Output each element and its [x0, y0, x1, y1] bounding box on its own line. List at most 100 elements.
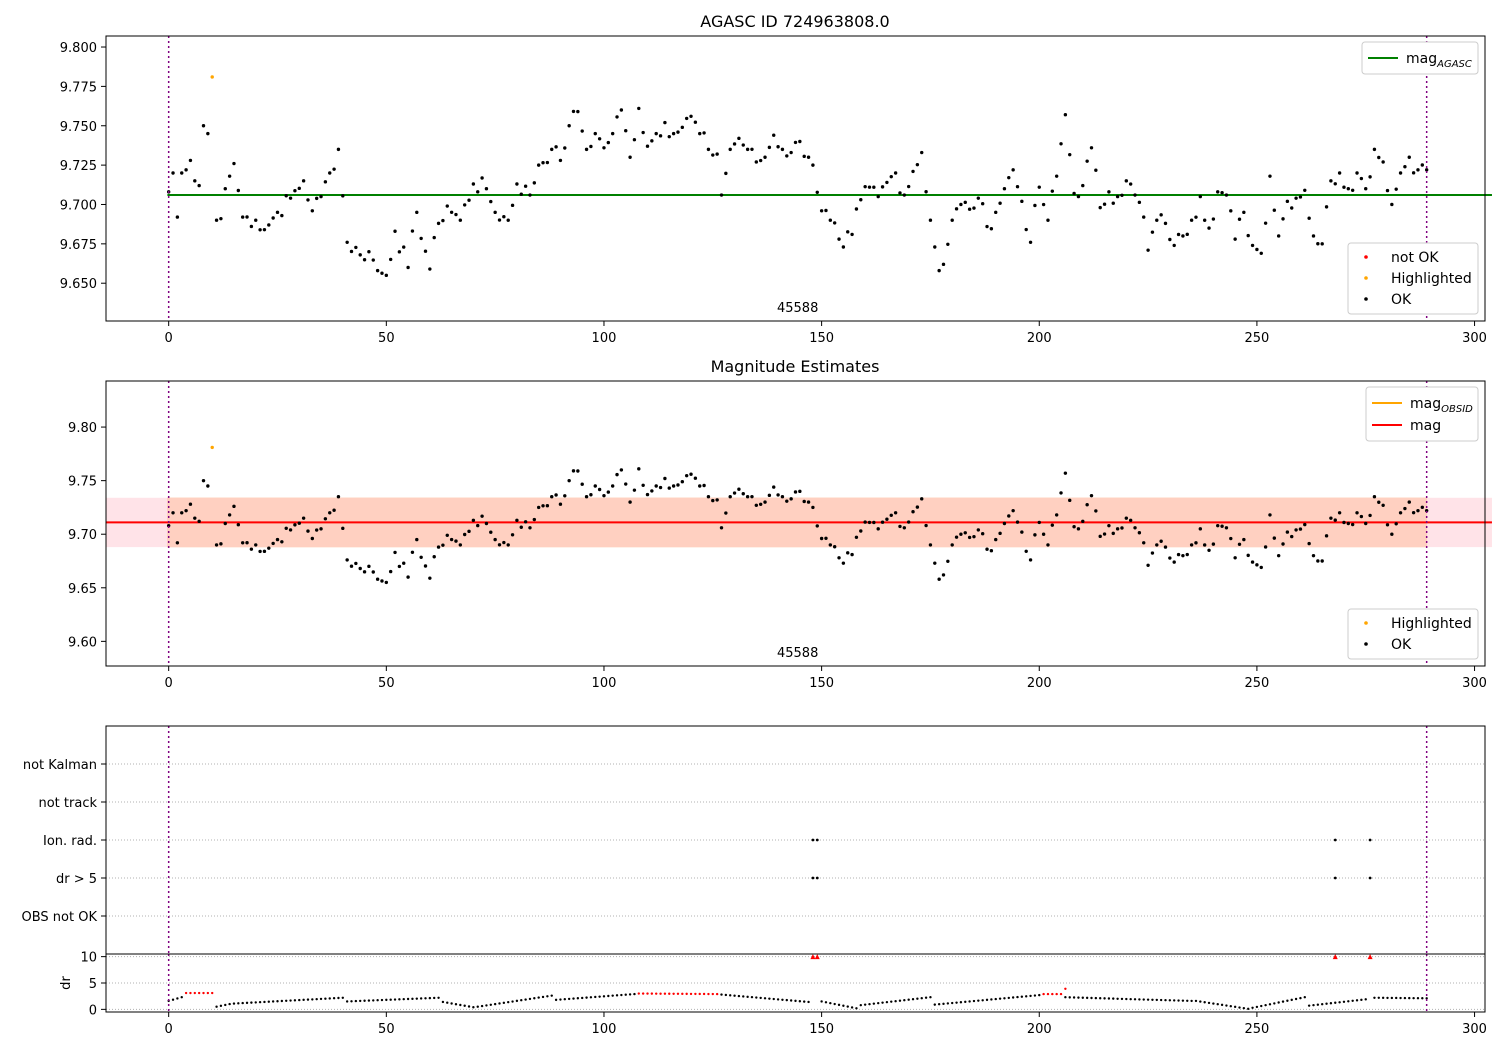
ok-point [1333, 518, 1337, 522]
ok-point [954, 207, 959, 211]
dr-point [1016, 995, 1019, 999]
dr-point [903, 999, 906, 1002]
ok-point [293, 189, 297, 193]
ok-point [384, 580, 389, 585]
x-tick-label: 300 [1462, 676, 1487, 691]
dr-point [502, 1001, 506, 1005]
ok-point [972, 206, 976, 210]
ok-point [406, 265, 410, 270]
dr-point-red [1059, 992, 1063, 996]
dr-point [885, 1000, 889, 1004]
ok-point [1290, 206, 1294, 210]
ok-point [806, 155, 811, 159]
ok-point [610, 131, 615, 136]
dr-point [1146, 998, 1150, 1001]
dr-point [328, 997, 331, 1000]
ok-point [959, 202, 963, 207]
dr-point [298, 998, 301, 1002]
dr-point [589, 996, 593, 999]
dr-point [424, 997, 427, 1000]
dr-point [1112, 997, 1115, 1000]
dr-point [1151, 998, 1154, 1001]
ok-point [715, 152, 719, 156]
ok-point [240, 215, 245, 219]
ok-point [1268, 513, 1272, 517]
ok-point [458, 543, 463, 547]
dr-point [1303, 996, 1306, 999]
ok-point [188, 158, 193, 163]
ok-point [606, 140, 611, 145]
ok-point [580, 482, 584, 486]
dr-point [411, 997, 414, 1001]
dr-point [380, 998, 384, 1002]
ok-point [367, 564, 371, 569]
ok-point [976, 528, 981, 532]
ok-point [402, 245, 406, 249]
ok-point [1194, 541, 1198, 545]
legend-label: magAGASC [1406, 51, 1472, 70]
ok-point [793, 490, 798, 494]
dr-point [615, 994, 619, 997]
ok-point [1085, 503, 1089, 507]
ok-point [489, 199, 493, 204]
dr-point [916, 997, 919, 1000]
ok-point [171, 171, 175, 175]
ok-point [367, 250, 371, 254]
ok-point [258, 228, 262, 232]
ok-point [1002, 521, 1007, 526]
ok-point [436, 221, 441, 226]
ok-point [837, 556, 841, 560]
ok-point [445, 204, 449, 208]
ok-point [745, 147, 750, 152]
ok-point [1350, 188, 1355, 192]
dr-point [515, 999, 519, 1003]
dr-point [237, 1002, 240, 1005]
dr-point [1085, 996, 1089, 1000]
ok-point [1107, 523, 1111, 528]
legend-label: OK [1391, 292, 1412, 308]
ok-point [1041, 202, 1046, 207]
ok-point [658, 485, 663, 490]
dr-point [289, 999, 292, 1002]
ok-point [863, 520, 867, 524]
dr-point [1029, 994, 1032, 998]
ok-point [267, 546, 271, 550]
ok-point [663, 120, 667, 125]
ok-point [1364, 521, 1368, 526]
dr-point [1247, 1007, 1250, 1011]
ok-point [1342, 520, 1346, 525]
ok-point [567, 124, 571, 128]
ok-point [854, 535, 859, 539]
dr-point [572, 997, 575, 1000]
legend-label: OK [1391, 637, 1412, 653]
flag-category-label: Ion. rad. [43, 834, 97, 849]
dr-point [1351, 999, 1354, 1003]
ok-point [1337, 511, 1342, 515]
ok-point [419, 236, 423, 241]
y-tick-label: 5 [89, 977, 97, 992]
x-tick-label: 0 [165, 676, 173, 691]
ok-point [1146, 563, 1150, 567]
dr-point [1425, 997, 1428, 1000]
ok-point [1403, 506, 1407, 511]
ok-point [1111, 531, 1115, 536]
ok-point [872, 520, 876, 525]
ok-point [1076, 194, 1081, 199]
ok-point [219, 216, 223, 221]
dr-point [437, 996, 440, 999]
flag-point [1368, 838, 1372, 842]
dr-point [746, 995, 749, 999]
ok-point [232, 504, 236, 509]
ok-point [497, 218, 502, 222]
dr-point-red [189, 991, 192, 995]
ok-point [297, 521, 301, 525]
ok-point [471, 518, 476, 522]
flag-category-label: dr > 5 [56, 872, 97, 887]
ok-point [893, 511, 898, 515]
dr-point [1386, 996, 1389, 1000]
dr-point-red [197, 991, 201, 995]
ok-point [1311, 553, 1316, 558]
y-tick-label: 0 [89, 1003, 97, 1018]
dr-point [324, 997, 327, 1000]
ok-point [684, 116, 689, 121]
